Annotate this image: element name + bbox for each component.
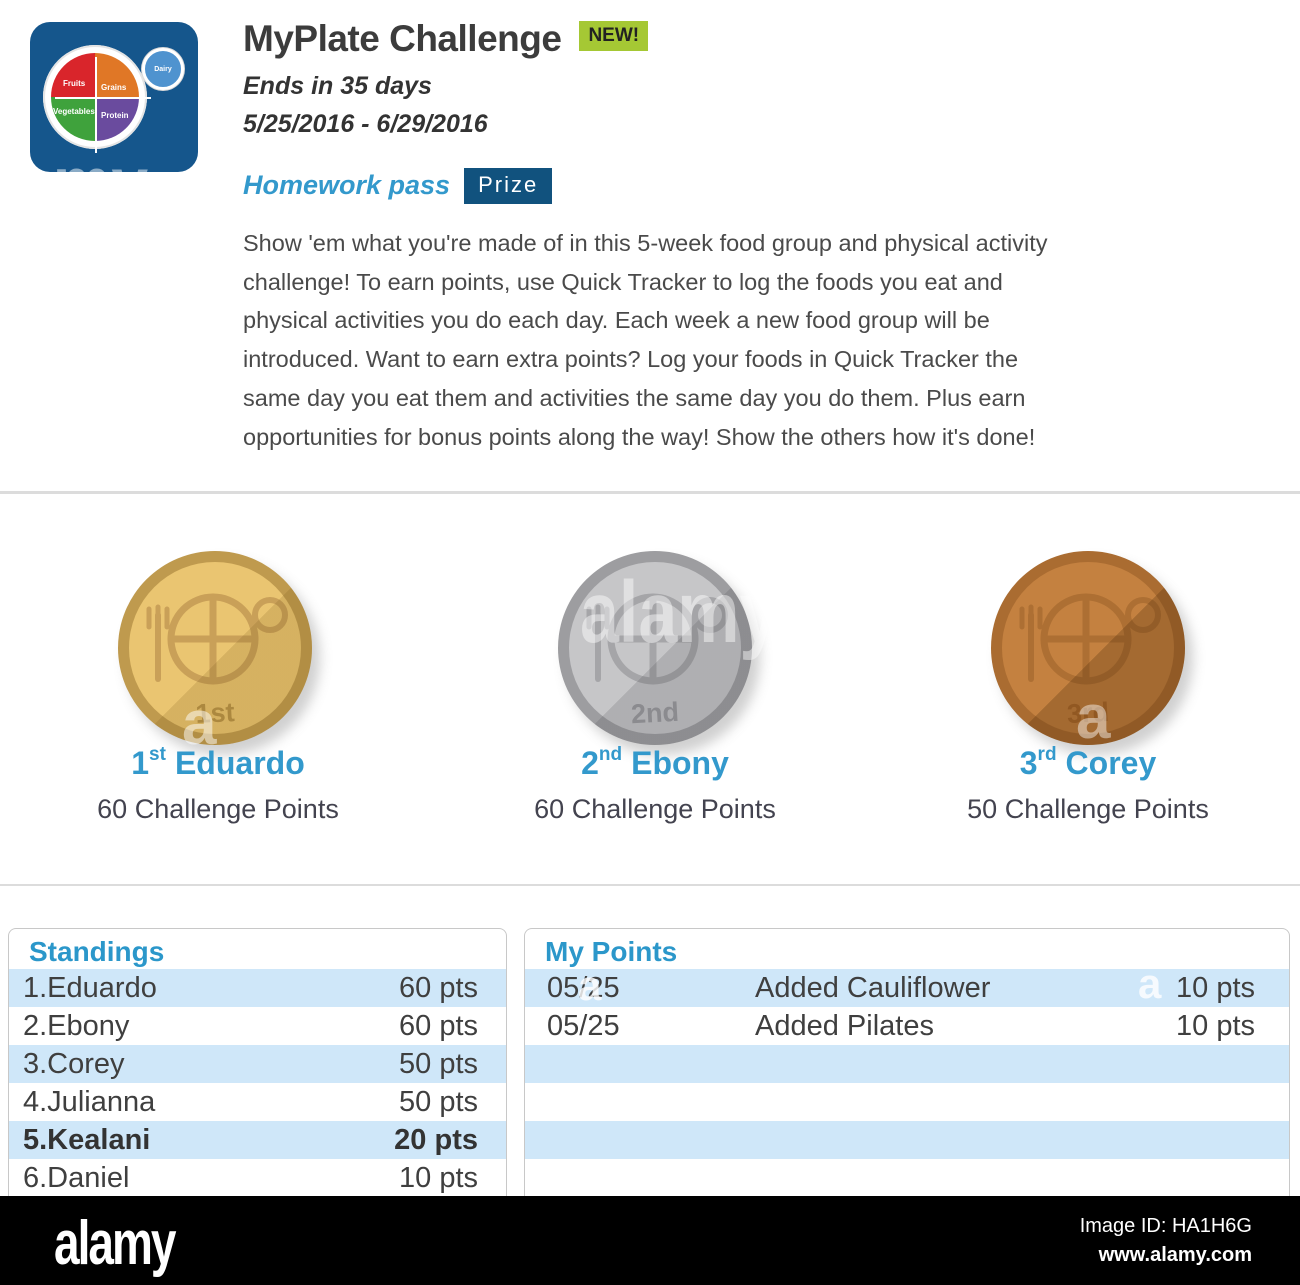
- standing-name: 1.Eduardo: [23, 972, 157, 1004]
- entry-points: 10 pts: [1176, 1010, 1255, 1042]
- first-place-points: 60 Challenge Points: [97, 794, 339, 824]
- winner-name: Ebony: [631, 745, 729, 781]
- standing-name: 2.Ebony: [23, 1010, 130, 1042]
- ends-in-text: Ends in 35 days: [243, 72, 432, 100]
- vegetables-label: Vegetables: [53, 107, 95, 116]
- rank-suffix: rd: [1037, 744, 1057, 766]
- description-line: opportunities for bonus points along the…: [243, 423, 1036, 450]
- page-title: MyPlate Challenge: [243, 18, 562, 59]
- footer-meta: Image ID: HA1H6G www.alamy.com: [1080, 1212, 1252, 1270]
- standing-points: 50 pts: [399, 1048, 478, 1080]
- entry-points: 10 pts: [1176, 972, 1255, 1004]
- table-row-empty: [525, 1045, 1289, 1083]
- third-place-name: 3rd Corey: [938, 744, 1238, 782]
- my-points-rows: 05/25 Added Cauliflower 10 pts 05/25 Add…: [525, 969, 1289, 1197]
- rank-number: 2: [581, 745, 599, 781]
- challenge-description: Show 'em what you're made of in this 5-w…: [243, 224, 1183, 456]
- myplate-logo: Fruits Grains Vegetables Protein Dairy: [30, 22, 198, 172]
- standing-points: 10 pts: [399, 1162, 478, 1194]
- table-row-empty: [525, 1159, 1289, 1197]
- standings-panel: Standings 1.Eduardo 60 pts 2.Ebony 60 pt…: [8, 928, 507, 1208]
- standing-points: 60 pts: [399, 972, 478, 1004]
- plate-fork-icon: [1019, 593, 1161, 685]
- date-range-text: 5/25/2016 - 6/29/2016: [243, 110, 488, 138]
- rank-suffix: nd: [598, 744, 623, 766]
- table-row: 1.Eduardo 60 pts: [9, 969, 506, 1007]
- description-line: same day you eat them and activities the…: [243, 384, 1026, 411]
- coin-shadow: [991, 551, 1185, 745]
- rank-suffix: st: [149, 744, 166, 766]
- table-row: 05/25 Added Pilates 10 pts: [525, 1007, 1289, 1045]
- new-badge: NEW!: [579, 21, 649, 51]
- standing-name: 3.Corey: [23, 1048, 125, 1080]
- description-line: Show 'em what you're made of in this 5-w…: [243, 230, 1048, 256]
- my-points-panel: My Points 05/25 Added Cauliflower 10 pts…: [524, 928, 1290, 1208]
- alamy-footer-bar: alamy Image ID: HA1H6G www.alamy.com: [0, 1196, 1300, 1285]
- dairy-circle-icon: Dairy: [142, 48, 184, 90]
- standings-rows: 1.Eduardo 60 pts 2.Ebony 60 pts 3.Corey …: [9, 969, 506, 1197]
- plate-fork-icon: [586, 593, 728, 685]
- winner-name: Corey: [1065, 745, 1157, 781]
- table-row: 3.Corey 50 pts: [9, 1045, 506, 1083]
- gold-medal-icon: 1st: [118, 551, 312, 745]
- image-id-text: Image ID: HA1H6G: [1079, 1215, 1252, 1237]
- alamy-logo: alamy: [54, 1207, 176, 1278]
- third-place-points: 50 Challenge Points: [967, 794, 1209, 824]
- standing-name: 5.Kealani: [23, 1124, 151, 1156]
- winner-name: Eduardo: [174, 745, 305, 781]
- standing-name: 4.Julianna: [23, 1086, 156, 1118]
- fruits-label: Fruits: [63, 79, 86, 88]
- coin-shadow: [558, 551, 752, 745]
- description-line: challenge! To earn points, use Quick Tra…: [243, 268, 1003, 295]
- entry-description: Added Cauliflower: [755, 972, 991, 1004]
- description-line: physical activities you do each day. Eac…: [243, 307, 990, 334]
- table-row: 6.Daniel 10 pts: [9, 1159, 506, 1197]
- standing-points: 20 pts: [394, 1124, 478, 1156]
- table-row: 4.Julianna 50 pts: [9, 1083, 506, 1121]
- coin-shadow: [118, 551, 312, 745]
- silver-medal-icon: 2nd: [558, 551, 752, 745]
- table-row-empty: [525, 1121, 1289, 1159]
- plate-fork-icon: [146, 593, 288, 685]
- rank-number: 3: [1019, 745, 1038, 781]
- standing-points: 50 pts: [399, 1086, 478, 1118]
- dairy-label: Dairy: [154, 65, 172, 73]
- entry-description: Added Pilates: [755, 1010, 934, 1042]
- plate-divider-line: [55, 97, 151, 99]
- protein-label: Protein: [101, 111, 129, 120]
- second-place-points: 60 Challenge Points: [534, 794, 776, 824]
- rank-number: 1: [131, 745, 150, 781]
- prize-link[interactable]: Homework pass: [243, 170, 451, 200]
- table-row: 2.Ebony 60 pts: [9, 1007, 506, 1045]
- entry-date: 05/25: [547, 972, 620, 1004]
- second-place-name: 2nd Ebony: [505, 744, 805, 782]
- alamy-url: www.alamy.com: [1098, 1244, 1252, 1266]
- first-place-name: 1st Eduardo: [68, 744, 368, 782]
- grains-label: Grains: [101, 83, 127, 92]
- description-line: introduced. Want to earn extra points? L…: [243, 346, 1019, 373]
- plate-divider-line: [95, 57, 97, 153]
- section-divider: [0, 884, 1300, 886]
- section-divider: [0, 491, 1300, 494]
- plate-quadrants: Fruits Grains Vegetables Protein: [51, 53, 151, 153]
- table-row: 05/25 Added Cauliflower 10 pts: [525, 969, 1289, 1007]
- entry-date: 05/25: [547, 1010, 620, 1042]
- standings-title: Standings: [29, 936, 165, 967]
- standing-name: 6.Daniel: [23, 1162, 130, 1194]
- prize-badge: Prize: [464, 168, 553, 204]
- table-row-current-user: 5.Kealani 20 pts: [9, 1121, 506, 1159]
- myplate-plate-icon: Fruits Grains Vegetables Protein: [43, 45, 151, 153]
- standing-points: 60 pts: [399, 1010, 478, 1042]
- bronze-medal-icon: 3rd: [991, 551, 1185, 745]
- my-points-title: My Points: [545, 936, 678, 967]
- table-row-empty: [525, 1083, 1289, 1121]
